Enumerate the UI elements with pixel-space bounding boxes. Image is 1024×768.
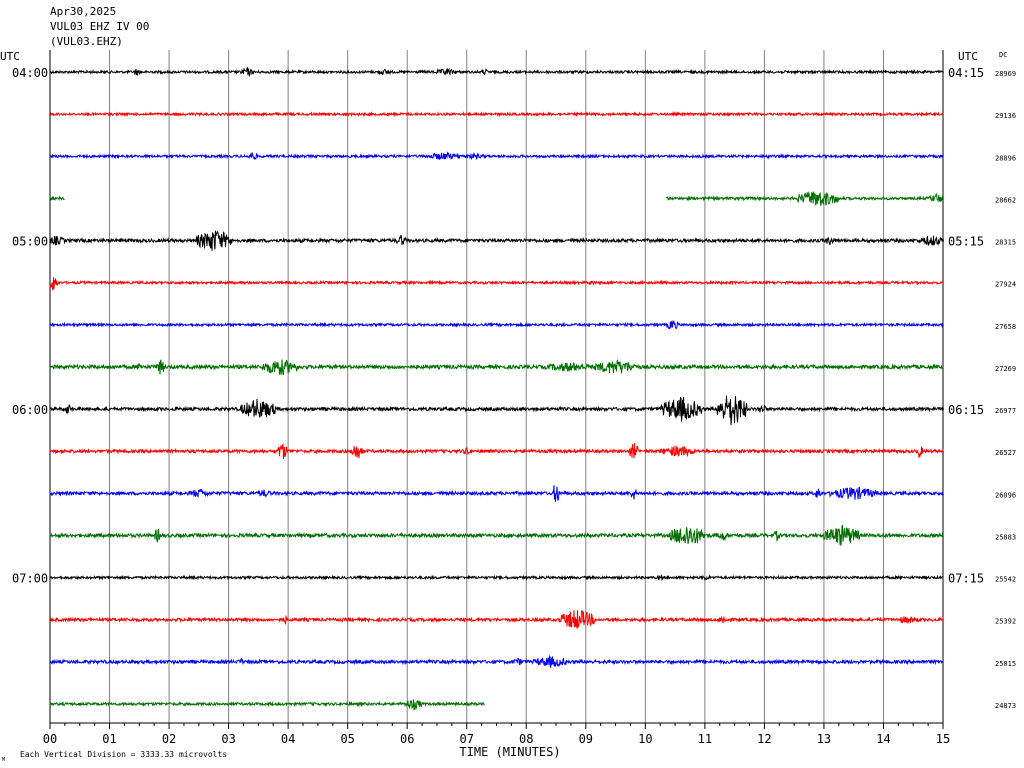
- dc-value: 24873: [995, 702, 1016, 710]
- dc-value: 28896: [995, 154, 1016, 162]
- x-tick-label: 13: [817, 732, 831, 746]
- dc-value: 25542: [995, 576, 1016, 584]
- footnote: Each Vertical Division = 3333.33 microvo…: [20, 750, 227, 759]
- trace-row-12: [49, 574, 944, 582]
- left-hour-label: 05:00: [12, 235, 48, 249]
- trace-row-14: [49, 654, 944, 668]
- trace-row-8: [50, 395, 944, 426]
- trace-row-3: [49, 195, 65, 202]
- dc-value: 29136: [995, 112, 1016, 120]
- x-tick-label: 00: [43, 732, 57, 746]
- dc-value: 25392: [995, 618, 1016, 626]
- x-tick-label: 06: [400, 732, 414, 746]
- x-tick-label: 04: [281, 732, 295, 746]
- x-tick-label: 07: [460, 732, 474, 746]
- trace-row-4: [49, 230, 944, 251]
- trace-row-3: [665, 191, 944, 206]
- trace-row-6: [49, 320, 944, 330]
- dc-value: 25883: [995, 533, 1016, 541]
- trace-row-2: [49, 151, 944, 161]
- dc-value: 26977: [995, 407, 1016, 415]
- right-hour-label: 07:15: [948, 572, 984, 586]
- trace-row-5: [49, 277, 944, 291]
- dc-value: 27658: [995, 323, 1016, 331]
- x-tick-label: 14: [876, 732, 890, 746]
- trace-row-1: [50, 110, 944, 118]
- trace-row-9: [49, 442, 944, 459]
- corner-mark: M: [2, 757, 5, 763]
- x-tick-label: 11: [698, 732, 712, 746]
- dc-value: 26527: [995, 449, 1016, 457]
- x-tick-label: 08: [519, 732, 533, 746]
- x-tick-label: 15: [936, 732, 950, 746]
- x-axis-title: TIME (MINUTES): [459, 745, 560, 759]
- grid-lines: [49, 50, 944, 729]
- left-hour-label: 07:00: [12, 572, 48, 586]
- trace-row-0: [49, 66, 944, 78]
- x-tick-label: 10: [638, 732, 652, 746]
- x-tick-label: 02: [162, 732, 176, 746]
- dc-value: 28662: [995, 196, 1016, 204]
- dc-value: 28315: [995, 239, 1016, 247]
- dc-value: 28969: [995, 70, 1016, 78]
- dc-value: 27269: [995, 365, 1016, 373]
- station-label: VUL03 EHZ IV 00: [50, 20, 150, 33]
- dc-value: 26096: [995, 491, 1016, 499]
- axis-labels: 00 01 02 03 04 05 06 07 08 09 10 11 12 13 14 15 UTC UTC DC…: [0, 50, 1016, 763]
- trace-row-7: [49, 359, 944, 376]
- trace-row-13: [49, 610, 944, 629]
- dc-title: DC: [999, 51, 1007, 59]
- left-utc-title: UTC: [0, 50, 20, 63]
- trace-row-11: [49, 524, 944, 546]
- right-utc-title: UTC: [958, 50, 978, 63]
- left-hour-label: 04:00: [12, 66, 48, 80]
- x-tick-label: 01: [102, 732, 116, 746]
- trace-row-15: [49, 699, 485, 711]
- x-tick-label: 05: [340, 732, 354, 746]
- right-hour-label: 06:15: [948, 403, 984, 417]
- seismic-traces: [49, 66, 944, 711]
- left-hour-label: 06:00: [12, 403, 48, 417]
- x-tick-label: 12: [757, 732, 771, 746]
- dc-value: 25015: [995, 660, 1016, 668]
- right-hour-label: 05:15: [948, 235, 984, 249]
- station-code-label: (VUL03.EHZ): [50, 35, 123, 48]
- x-tick-label: 03: [221, 732, 235, 746]
- right-hour-label: 04:15: [948, 66, 984, 80]
- dc-value: 27924: [995, 281, 1016, 289]
- x-tick-label: 09: [579, 732, 593, 746]
- date-label: Apr30,2025: [50, 5, 117, 18]
- trace-row-10: [49, 485, 944, 502]
